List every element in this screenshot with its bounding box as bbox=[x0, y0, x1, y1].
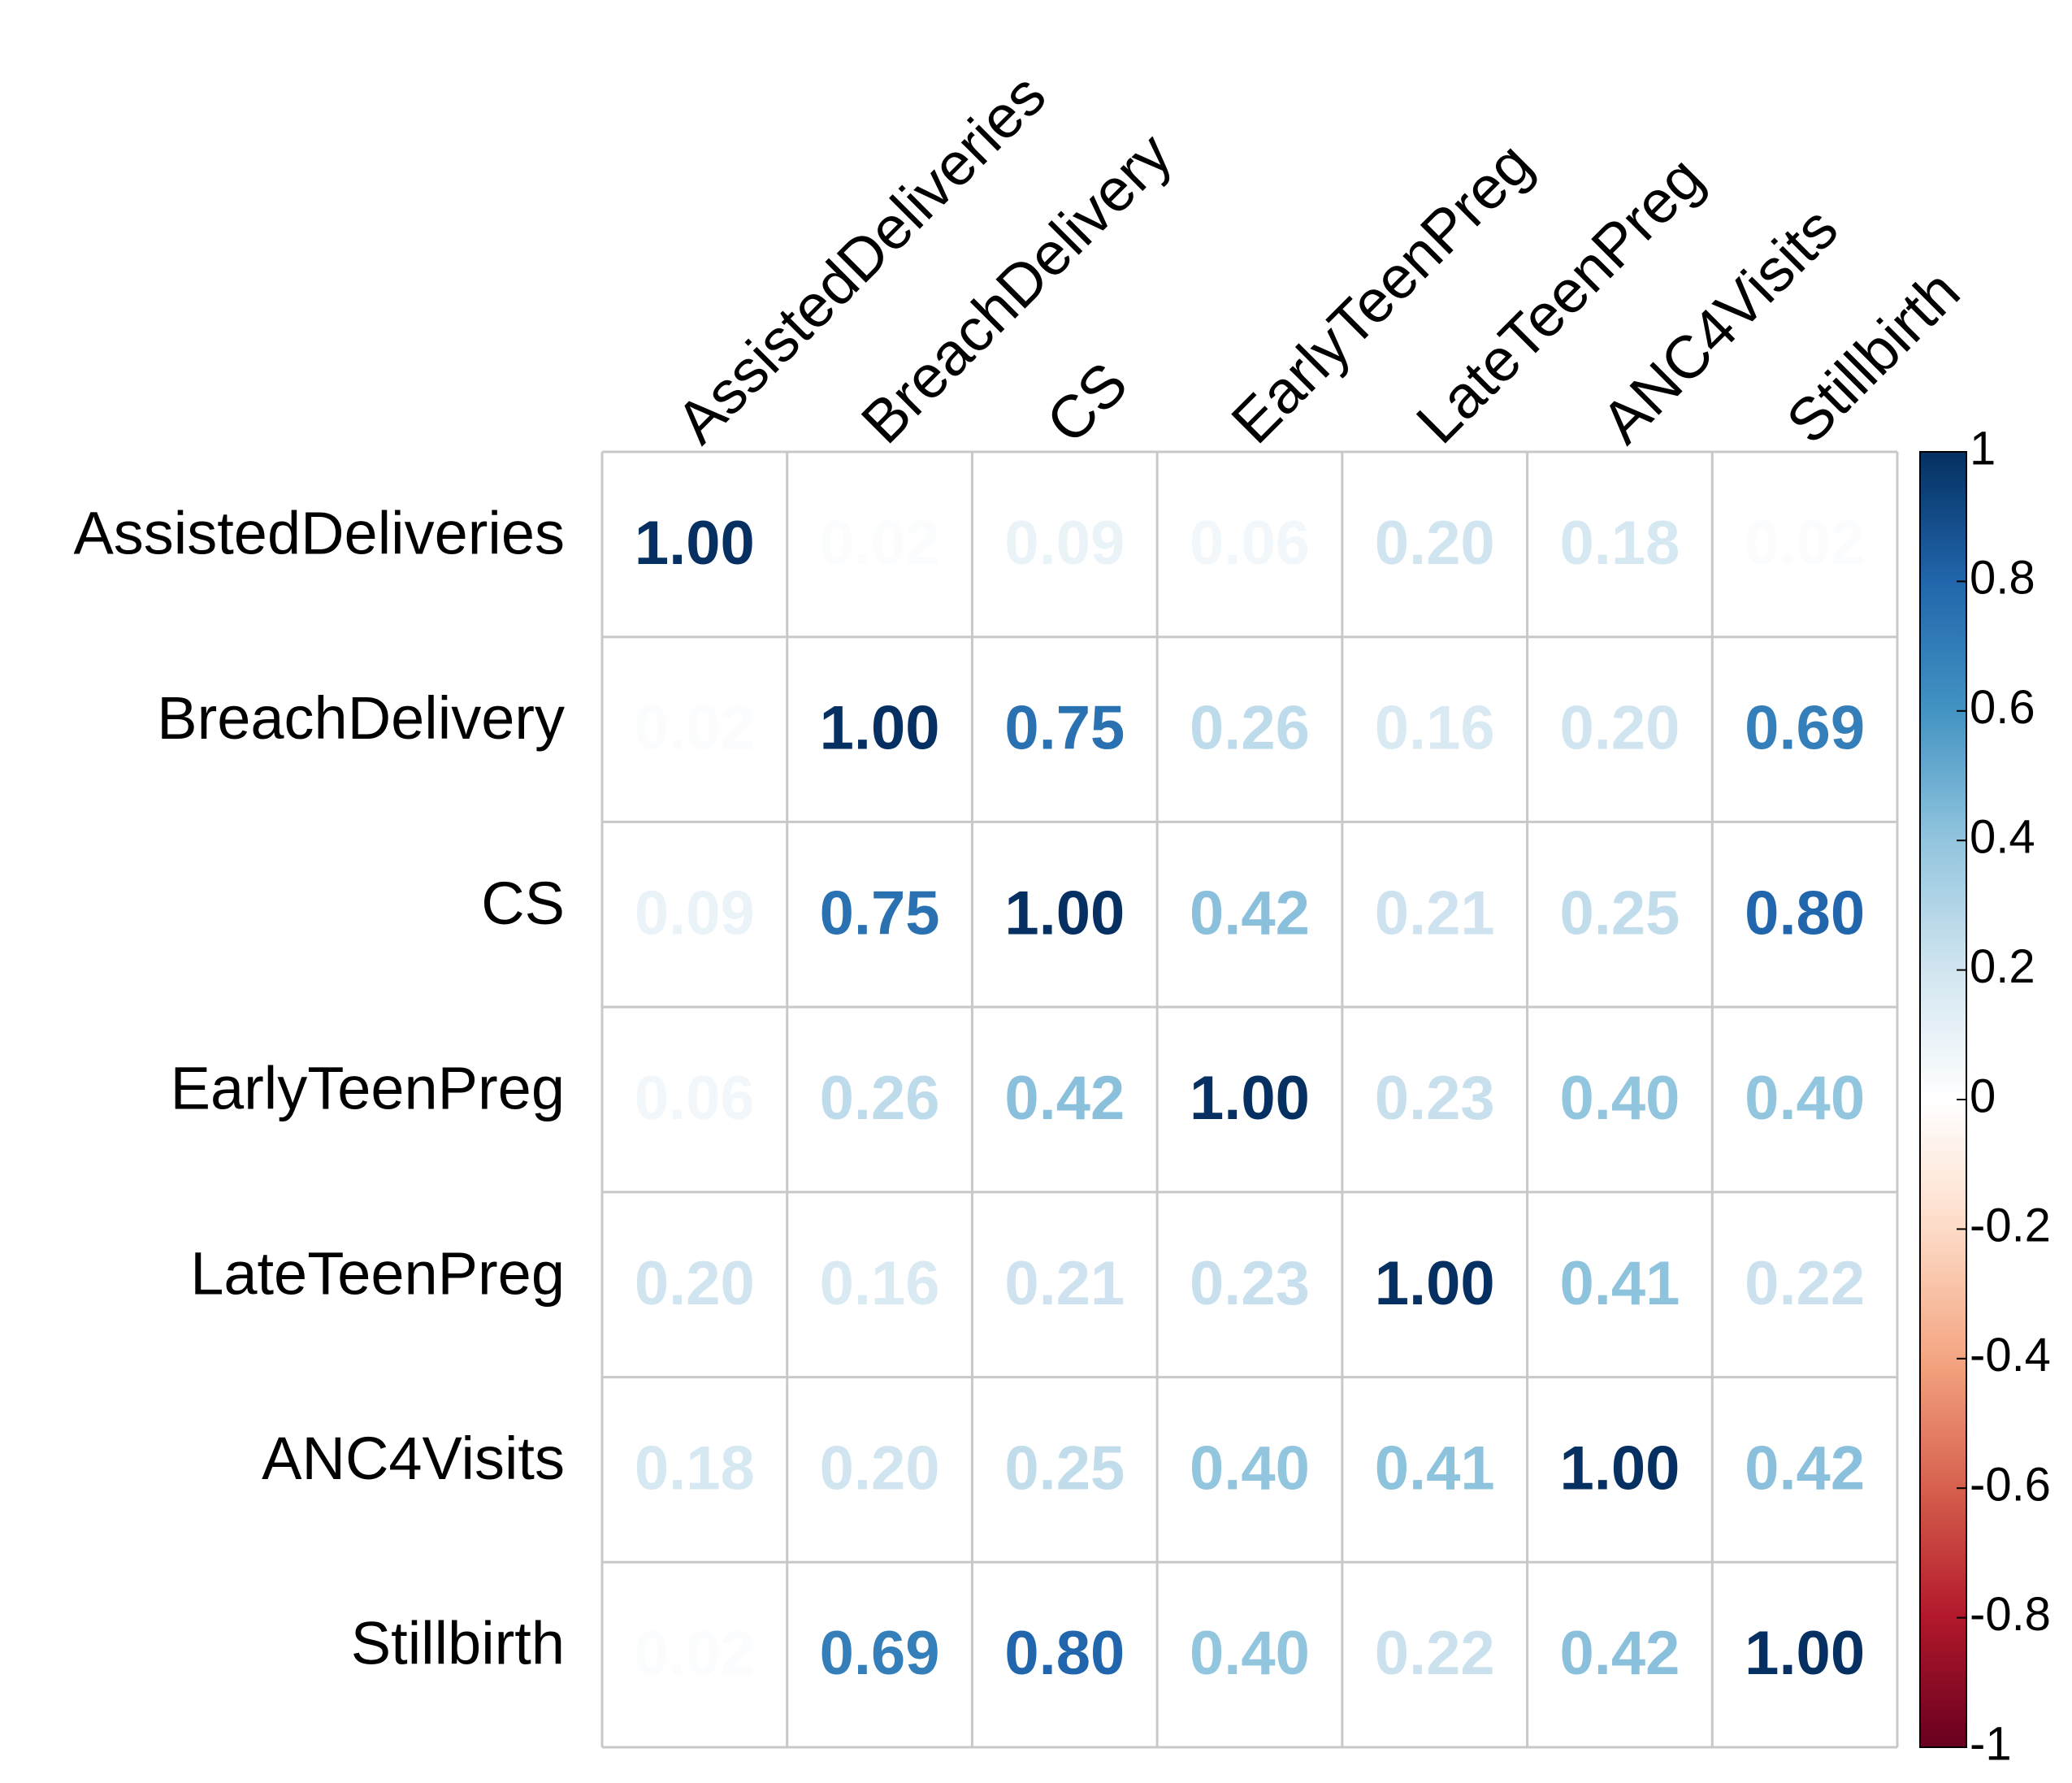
cell-value: 0.22 bbox=[1375, 1619, 1495, 1688]
cell-value: 0.69 bbox=[820, 1619, 940, 1688]
row-label: CS bbox=[481, 870, 565, 937]
colorbar-tick-label: 0.6 bbox=[1970, 681, 2035, 734]
cell-value: 0.18 bbox=[1559, 509, 1680, 578]
cell-value: 0.41 bbox=[1559, 1249, 1680, 1318]
cell-value: 0.02 bbox=[820, 509, 940, 578]
cell-value: 0.16 bbox=[1375, 694, 1495, 763]
row-label: EarlyTeenPreg bbox=[171, 1055, 565, 1122]
cell-value: 0.42 bbox=[1190, 878, 1310, 948]
cell-value: 0.42 bbox=[1004, 1064, 1125, 1133]
column-label: BreachDelivery bbox=[848, 120, 1184, 456]
colorbar-tick-label: -0.2 bbox=[1970, 1200, 2051, 1252]
cell-value: 0.40 bbox=[1190, 1619, 1310, 1688]
colorbar-tick-label: -0.6 bbox=[1970, 1459, 2051, 1512]
cell-value: 0.21 bbox=[1375, 878, 1495, 948]
cell-value: 1.00 bbox=[635, 509, 755, 578]
row-label: ANC4Visits bbox=[262, 1425, 565, 1492]
cell-value: 0.06 bbox=[1190, 509, 1310, 578]
cell-value: 0.25 bbox=[1004, 1434, 1125, 1503]
row-label: BreachDelivery bbox=[157, 684, 565, 752]
cell-value: 1.00 bbox=[1190, 1064, 1310, 1133]
colorbar-tick-label: -1 bbox=[1970, 1717, 2012, 1770]
cell-value: 0.80 bbox=[1004, 1619, 1125, 1688]
cell-value: 1.00 bbox=[1745, 1619, 1865, 1688]
cell-value: 0.09 bbox=[1004, 509, 1125, 578]
cell-value: 0.40 bbox=[1559, 1064, 1680, 1133]
cell-value: 0.23 bbox=[1375, 1064, 1495, 1133]
colorbar-tick-label: 0 bbox=[1970, 1069, 1996, 1122]
cell-value: 0.20 bbox=[635, 1249, 755, 1318]
cell-value: 0.26 bbox=[1190, 694, 1310, 763]
cell-value: 0.06 bbox=[635, 1064, 755, 1133]
row-label: AssistedDeliveries bbox=[73, 499, 565, 566]
cell-value: 0.25 bbox=[1559, 878, 1680, 948]
cell-value: 0.02 bbox=[1745, 509, 1865, 578]
cell-value: 0.41 bbox=[1375, 1434, 1495, 1503]
colorbar-tick-label: 1 bbox=[1970, 422, 1996, 475]
cell-value: 0.75 bbox=[820, 878, 940, 948]
cell-value: 0.40 bbox=[1745, 1064, 1865, 1133]
colorbar-tick-label: 0.2 bbox=[1970, 940, 2035, 993]
cell-value: 0.69 bbox=[1745, 694, 1865, 763]
cell-value: 0.16 bbox=[820, 1249, 940, 1318]
cell-value: 0.75 bbox=[1004, 694, 1125, 763]
cell-value: 0.22 bbox=[1745, 1249, 1865, 1318]
cell-value: 0.26 bbox=[820, 1064, 940, 1133]
cell-value: 0.02 bbox=[635, 694, 755, 763]
cell-value: 1.00 bbox=[1004, 878, 1125, 948]
cell-value: 1.00 bbox=[820, 694, 940, 763]
cell-value: 0.40 bbox=[1190, 1434, 1310, 1503]
colorbar-tick-label: -0.4 bbox=[1970, 1329, 2051, 1382]
cell-value: 0.09 bbox=[635, 878, 755, 948]
cell-value: 0.42 bbox=[1559, 1619, 1680, 1688]
cell-value: 0.18 bbox=[635, 1434, 755, 1503]
cell-value: 0.20 bbox=[1375, 509, 1495, 578]
colorbar-tick-label: 0.8 bbox=[1970, 552, 2035, 605]
cell-value: 0.02 bbox=[635, 1619, 755, 1688]
cell-value: 0.23 bbox=[1190, 1249, 1310, 1318]
cell-value: 0.42 bbox=[1745, 1434, 1865, 1503]
cell-value: 0.20 bbox=[820, 1434, 940, 1503]
column-label: CS bbox=[1034, 349, 1140, 456]
cell-value: 0.20 bbox=[1559, 694, 1680, 763]
row-label: LateTeenPreg bbox=[190, 1239, 565, 1307]
cell-value: 1.00 bbox=[1375, 1249, 1495, 1318]
cell-value: 1.00 bbox=[1559, 1434, 1680, 1503]
colorbar-tick-label: -0.8 bbox=[1970, 1588, 2051, 1641]
row-label: Stillbirth bbox=[351, 1610, 565, 1677]
colorbar-tick-label: 0.4 bbox=[1970, 811, 2035, 864]
cell-value: 0.80 bbox=[1745, 878, 1865, 948]
cell-value: 0.21 bbox=[1004, 1249, 1125, 1318]
